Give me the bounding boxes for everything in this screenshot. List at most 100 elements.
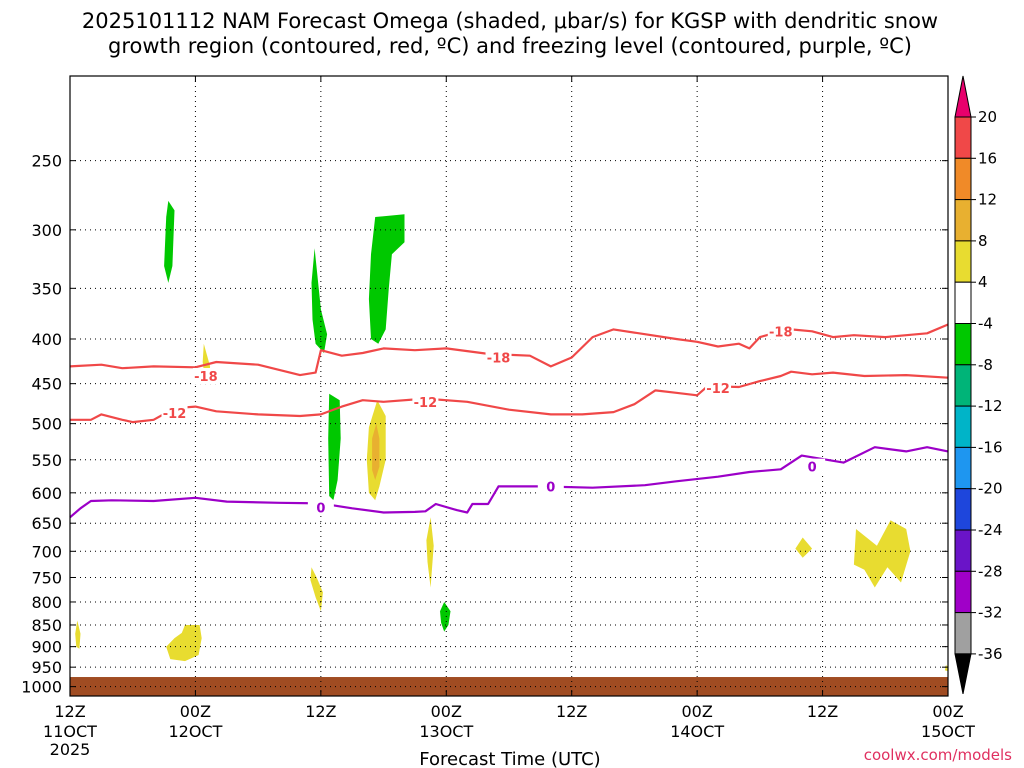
y-tick-label-300: 300 xyxy=(31,221,62,240)
x-tick-year-0: 2025 xyxy=(50,740,91,759)
y-tick-label-400: 400 xyxy=(31,330,62,349)
contour-label-bg--12-3 xyxy=(705,379,732,396)
contour-label-bg--18-3 xyxy=(767,323,794,340)
colorbar-label-6: -4 xyxy=(978,315,993,333)
contour-label-bg-0-1 xyxy=(307,499,334,516)
colorbar-label-11: -24 xyxy=(978,521,1003,539)
x-tick-time-60: 00Z xyxy=(681,702,712,721)
omega-region-14 xyxy=(853,520,911,588)
colorbar-label-8: -12 xyxy=(978,397,1003,415)
y-tick-label-900: 900 xyxy=(31,638,62,657)
colorbar-band-9 xyxy=(954,446,972,490)
omega-region-2 xyxy=(311,248,328,353)
y-tick-label-850: 850 xyxy=(31,616,62,635)
credit-text: coolwx.com/models xyxy=(864,746,1012,764)
y-tick-label-1000: 1000 xyxy=(21,678,62,697)
omega-shading-layer xyxy=(75,200,948,672)
x-tick-date-36: 13OCT xyxy=(419,722,473,741)
contour-label-bg--12-2 xyxy=(412,393,439,410)
omega-region-9 xyxy=(426,517,434,588)
plot-frame xyxy=(69,75,949,697)
y-tick-label-600: 600 xyxy=(31,484,62,503)
colorbar-label-2: 16 xyxy=(978,149,997,167)
colorbar-label-12: -28 xyxy=(978,562,1003,580)
omega-region-8 xyxy=(372,423,380,480)
contour-labels-layer: -18 -18 -18 -12 -12 -12 0 0 0 xyxy=(161,323,826,517)
contour-line--18 xyxy=(69,323,949,377)
colorbar-band-5 xyxy=(954,281,972,325)
x-tick-time-72: 12Z xyxy=(807,702,838,721)
y-tick-label-800: 800 xyxy=(31,593,62,612)
omega-region-4 xyxy=(328,393,341,501)
colorbar-band-12 xyxy=(954,570,972,614)
y-tick-label-650: 650 xyxy=(31,514,62,533)
contour-label-bg--18-1 xyxy=(192,368,219,385)
colorbar-band-11 xyxy=(954,529,972,572)
x-tick-date-84: 15OCT xyxy=(921,722,975,741)
colorbar-band-2 xyxy=(954,157,972,201)
contour-label--18-1: -18 xyxy=(194,370,218,385)
colorbar-label-3: 12 xyxy=(978,191,997,209)
contour-label-bg--12-1 xyxy=(161,404,188,421)
omega-region-13 xyxy=(795,537,813,558)
chart-title-line-2: growth region (contoured, red, ºC) and f… xyxy=(108,34,912,58)
contour-label--12-1: -12 xyxy=(163,407,187,422)
y-axis-ticks: 250 300 350 400 450 500 550 600 650 700 750 800 850 9… xyxy=(21,152,948,697)
x-tick-time-12: 00Z xyxy=(180,702,211,721)
omega-region-12 xyxy=(166,625,202,662)
contour-label-bg-0-3 xyxy=(799,458,826,475)
colorbar-band-4 xyxy=(954,240,972,283)
omega-region-1 xyxy=(164,200,175,283)
contour-label--18-2: -18 xyxy=(487,351,511,366)
omega-region-10 xyxy=(310,567,323,612)
colorbar-band-8 xyxy=(954,405,972,448)
colorbar-label-10: -20 xyxy=(978,480,1003,498)
colorbar-band-7 xyxy=(954,364,972,407)
x-tick-time-36: 00Z xyxy=(431,702,462,721)
omega-region-3 xyxy=(368,214,405,344)
colorbar-band-6 xyxy=(954,323,972,366)
x-tick-time-24: 12Z xyxy=(305,702,336,721)
contour-label--18-3: -18 xyxy=(769,325,793,340)
y-tick-label-950: 950 xyxy=(31,658,62,677)
colorbar: 20 16 12 8 4 -4 -8 -12 -16 -20 -24 -28 -32 -36 xyxy=(954,75,1003,694)
y-tick-label-450: 450 xyxy=(31,375,62,394)
x-tick-time-84: 00Z xyxy=(932,702,963,721)
contour-label-0-1: 0 xyxy=(316,502,325,517)
colorbar-label-1: 20 xyxy=(978,108,997,126)
x-tick-date-0: 11OCT xyxy=(43,722,97,741)
contour-label--12-3: -12 xyxy=(706,382,730,397)
y-tick-label-500: 500 xyxy=(31,415,62,434)
x-tick-date-60: 14OCT xyxy=(670,722,724,741)
grid-lines xyxy=(69,76,949,696)
contour-label-0-3: 0 xyxy=(808,461,817,476)
contour-label-0-2: 0 xyxy=(546,480,555,495)
y-tick-label-250: 250 xyxy=(31,152,62,171)
colorbar-band-10 xyxy=(954,488,972,531)
colorbar-label-4: 8 xyxy=(978,232,988,250)
contour-label-bg--18-2 xyxy=(485,349,512,366)
colorbar-band-3 xyxy=(954,199,972,242)
colorbar-bottom-arrow xyxy=(954,653,972,694)
colorbar-band-1 xyxy=(954,116,972,159)
x-tick-time-0: 12Z xyxy=(54,702,85,721)
y-tick-label-550: 550 xyxy=(31,451,62,470)
y-tick-label-350: 350 xyxy=(31,279,62,298)
colorbar-label-9: -16 xyxy=(978,438,1003,456)
chart-title-line-1: 2025101112 NAM Forecast Omega (shaded, μ… xyxy=(82,9,938,33)
x-tick-date-12: 12OCT xyxy=(168,722,222,741)
colorbar-label-14: -36 xyxy=(978,645,1003,663)
y-tick-label-700: 700 xyxy=(31,542,62,561)
contour-label--12-2: -12 xyxy=(414,396,438,411)
contour-label-bg-0-2 xyxy=(537,478,564,495)
x-axis-label: Forecast Time (UTC) xyxy=(419,749,600,768)
colorbar-label-7: -8 xyxy=(978,356,993,374)
colorbar-band-13 xyxy=(954,612,972,655)
omega-region-11 xyxy=(75,620,81,649)
ground-fill-layer xyxy=(70,677,948,696)
colorbar-label-5: 4 xyxy=(978,273,988,291)
contour-line-0 xyxy=(69,446,949,519)
y-tick-label-750: 750 xyxy=(31,568,62,587)
